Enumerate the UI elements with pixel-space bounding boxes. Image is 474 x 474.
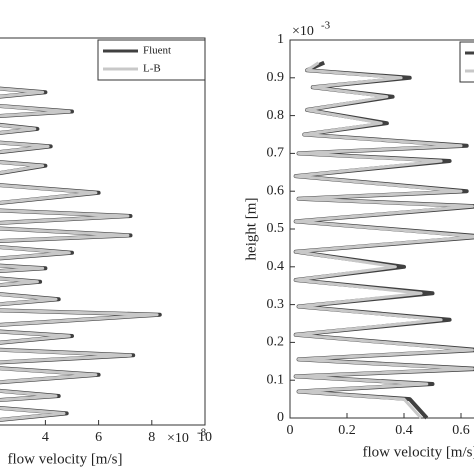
y-tick-label: 0.8 [267,108,285,123]
series-line [0,87,159,422]
legend-label: L-B [143,63,161,75]
y-tick-label: 0.7 [267,146,285,161]
x-tick-label: 8 [148,430,155,445]
x-exponent: ×10 [167,431,189,446]
legend-box [459,41,474,83]
x-tick-label: 0.2 [338,423,356,438]
y-axis-label: height [m] [243,198,259,261]
y-tick-label: 0.3 [267,297,285,312]
y-tick-label: 0.5 [267,221,285,236]
x-tick-label: 0.6 [452,423,470,438]
x-tick-label: 0 [287,423,294,438]
y-tick-label: 0.9 [267,70,285,85]
y-exponent: ×10 [292,24,314,39]
legend-label: Fluent [143,45,171,57]
x-tick-label: 10 [198,430,212,445]
x-axis-label: flow velocity [m/s] [8,451,123,467]
y-tick-label: 0.4 [267,259,285,274]
legend-box [97,39,206,81]
x-axis-label: flow velocity [m/s] [363,444,474,460]
y-tick-label: 1 [277,32,284,47]
y-tick-label: 0.6 [267,183,285,198]
y-exponent-power: -3 [321,20,331,32]
y-tick-label: 0.1 [267,372,285,387]
series-line [294,61,474,420]
x-tick-label: 6 [95,430,102,445]
x-tick-label: 4 [42,430,49,445]
x-exponent-power: -8 [197,427,207,439]
x-tick-label: 0.4 [395,423,413,438]
y-tick-label: 0.2 [267,335,285,350]
y-tick-label: 0 [277,410,284,425]
